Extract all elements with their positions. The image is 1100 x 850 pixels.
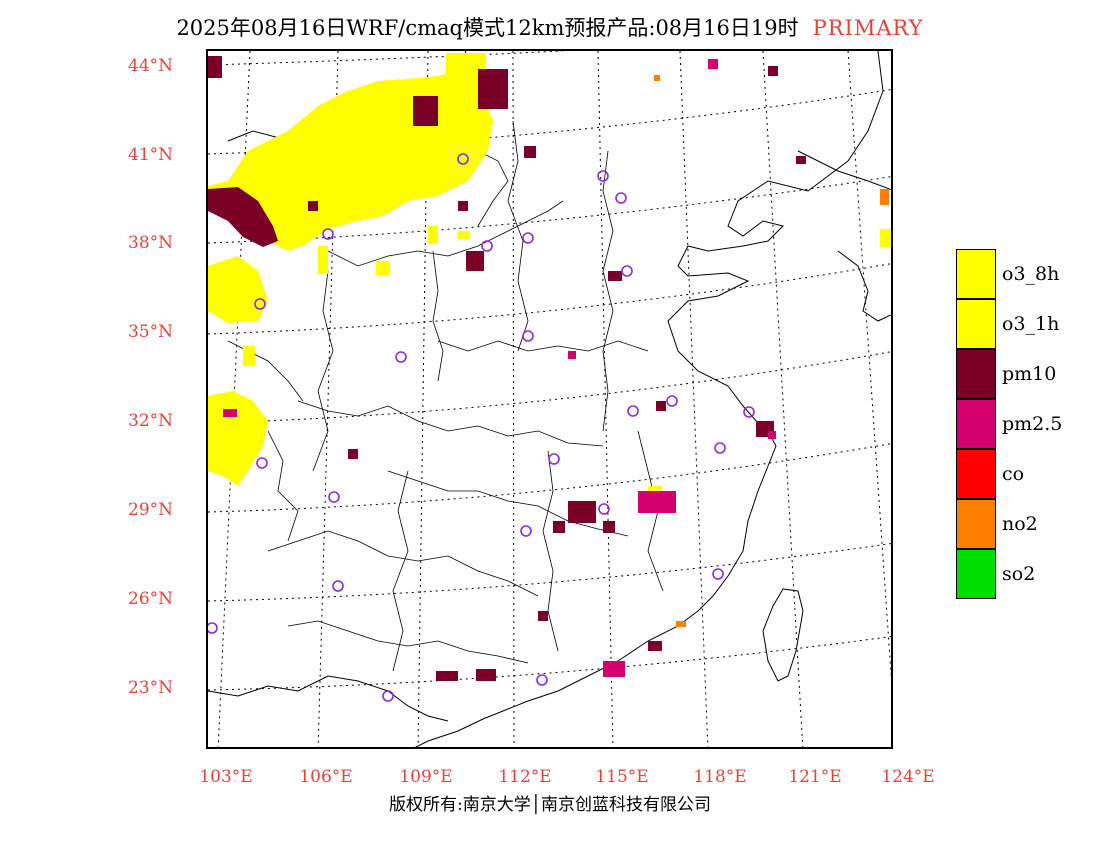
legend-swatch-o3-8h: [956, 249, 996, 299]
legend-label-o3-1h: o3_1h: [1002, 313, 1060, 335]
legend-label-co: co: [1002, 463, 1025, 485]
lon-label-124: 124°E: [881, 767, 935, 787]
lat-label-44: 44°N: [128, 56, 174, 76]
legend-swatch-so2: [956, 549, 996, 599]
copyright-notice: 版权所有:南京大学│南京创蓝科技有限公司: [389, 795, 711, 815]
legend-label-so2: so2: [1002, 563, 1036, 585]
map-frame: [206, 49, 893, 749]
graticule-longitudes: [217, 51, 891, 747]
legend-swatch-no2: [956, 499, 996, 549]
lat-label-41: 41°N: [128, 145, 174, 165]
lon-label-106: 106°E: [299, 767, 353, 787]
pm10-area-cells: [208, 56, 806, 681]
lat-label-32: 32°N: [128, 411, 174, 431]
lon-label-115: 115°E: [595, 767, 649, 787]
legend-swatch-co: [956, 449, 996, 499]
province-boundaries: [227, 120, 664, 672]
legend-label-pm10: pm10: [1002, 363, 1057, 385]
lon-label-121: 121°E: [788, 767, 842, 787]
title-main: 2025年08月16日WRF/cmaq模式12km预报产品:08月16日19时: [176, 16, 799, 40]
legend-label-pm25: pm2.5: [1002, 413, 1063, 435]
title-primary-tag: PRIMARY: [812, 16, 924, 40]
lon-label-118: 118°E: [693, 767, 747, 787]
lon-label-112: 112°E: [498, 767, 552, 787]
lat-label-29: 29°N: [128, 500, 174, 520]
map-canvas: [208, 51, 891, 747]
city-markers: [208, 153, 755, 702]
legend-swatch-pm10: [956, 349, 996, 399]
lat-label-35: 35°N: [128, 322, 174, 342]
o3-area-cells: [208, 53, 891, 494]
lat-label-38: 38°N: [128, 233, 174, 253]
map-title: 2025年08月16日WRF/cmaq模式12km预报产品:08月16日19时 P…: [0, 12, 1100, 42]
lat-label-26: 26°N: [128, 589, 174, 609]
lon-label-103: 103°E: [199, 767, 253, 787]
legend-label-no2: no2: [1002, 513, 1038, 535]
legend-swatch-o3-1h: [956, 299, 996, 349]
lat-label-23: 23°N: [128, 678, 174, 698]
no2-area-cells: [654, 75, 889, 627]
legend-swatch-pm25: [956, 399, 996, 449]
legend-label-o3-8h: o3_8h: [1002, 263, 1060, 285]
pm25-area-cells: [223, 59, 776, 677]
lon-label-109: 109°E: [399, 767, 453, 787]
